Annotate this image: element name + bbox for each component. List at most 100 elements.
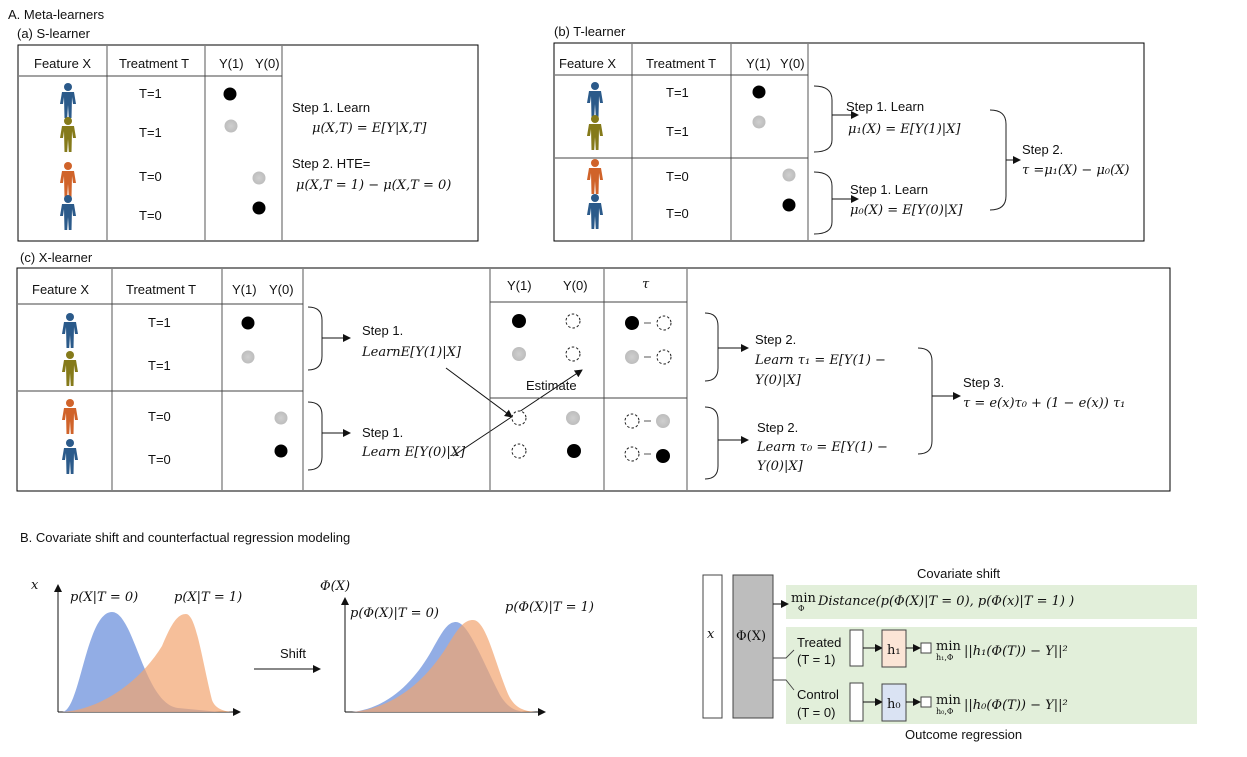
x-header-tau: τ xyxy=(642,277,650,292)
brace xyxy=(307,401,323,471)
x-t-value: T=0 xyxy=(148,452,171,467)
t-t-value: T=1 xyxy=(666,124,689,139)
t-header-treatment: Treatment T xyxy=(646,56,716,71)
x-estimate: Estimate xyxy=(526,378,577,393)
x-learner-label: (c) X-learner xyxy=(20,250,93,265)
brace xyxy=(813,171,833,235)
h1-loss: ||h₁(Φ(T)) − Y||² xyxy=(964,644,1068,659)
x-step1-b: Step 1. xyxy=(362,425,403,440)
phi-box-label: Φ(X) xyxy=(736,629,766,644)
outcome-regression-title: Outcome regression xyxy=(905,727,1022,742)
outcome-dot-gray xyxy=(752,115,766,129)
person-icon xyxy=(62,351,78,386)
b-p-phi-t1: p(Φ(X)|T = 1) xyxy=(505,600,594,615)
s-step2-eq: μ(X,T = 1) − μ(X,T = 0) xyxy=(296,178,451,193)
cov-min: min xyxy=(791,591,816,606)
brace xyxy=(307,306,323,371)
s-t-value: T=0 xyxy=(139,169,162,184)
t-header-feature: Feature X xyxy=(559,56,616,71)
x-t-value: T=0 xyxy=(148,409,171,424)
h1-min: min xyxy=(936,639,961,654)
s-t-value: T=1 xyxy=(139,86,162,101)
b-axis-x: x xyxy=(31,578,39,593)
s-header-y0: Y(0) xyxy=(255,56,280,71)
x-learn-y1: LearnE[Y(1)|X] xyxy=(361,345,462,360)
x-learn-tau0-tail: Y(0)|X] xyxy=(757,459,804,474)
brace xyxy=(704,406,719,480)
observed-dot xyxy=(274,444,288,458)
t-step2: Step 2. xyxy=(1022,142,1063,157)
t-step2-eq: τ =μ₁(X) − μ₀(X) xyxy=(1022,163,1130,178)
observed-dot xyxy=(567,444,581,458)
s-learner-label: (a) S-learner xyxy=(17,26,91,41)
outcome-dot-gray xyxy=(274,411,288,425)
x-step3-eq: τ = e(x)τ₀ + (1 − e(x)) τ₁ xyxy=(963,396,1125,411)
h1-min-sub: h₁,Φ xyxy=(936,653,954,662)
x-learn-tau1-tail: Y(0)|X] xyxy=(755,373,802,388)
person-icon xyxy=(60,162,76,197)
t-step1-eq1: μ₁(X) = E[Y(1)|X] xyxy=(848,122,961,137)
cov-min-sub: Φ xyxy=(798,604,805,613)
t-header-y1: Y(1) xyxy=(746,56,771,71)
dist-t0 xyxy=(62,612,220,712)
t-step1-b: Step 1. Learn xyxy=(850,182,928,197)
t-step1-a: Step 1. Learn xyxy=(846,99,924,114)
s-header-y1: Y(1) xyxy=(219,56,244,71)
person-icon xyxy=(587,82,603,117)
outcome-dot-gray xyxy=(566,411,580,425)
t-header-y0: Y(0) xyxy=(780,56,805,71)
person-icon xyxy=(60,117,76,152)
counterfactual-dot xyxy=(511,410,527,426)
observed-dot xyxy=(512,314,526,328)
b-p-phi-t0: p(Φ(X)|T = 0) xyxy=(350,606,439,621)
x-step1-a: Step 1. xyxy=(362,323,403,338)
h0-min: min xyxy=(936,693,961,708)
counterfactual-dot xyxy=(565,346,581,362)
x-learner-box xyxy=(16,267,1171,492)
counterfactual-dot xyxy=(565,313,581,329)
treated-layer xyxy=(849,629,864,667)
cov-eq: Distance(p(Φ(X)|T = 0), p(Φ(x)|T = 1) ) xyxy=(817,594,1074,609)
brace xyxy=(989,109,1007,211)
person-icon xyxy=(62,439,78,474)
t-learner-label: (b) T-learner xyxy=(554,24,626,39)
x-learn-tau0: Learn τ₀ = E[Y(1) − xyxy=(756,440,888,455)
x-header-y0-est: Y(0) xyxy=(563,278,588,293)
h1-label: h₁ xyxy=(887,643,901,658)
x-learn-y0: Learn E[Y(0)|X] xyxy=(361,445,466,460)
x-learn-tau1: Learn τ₁ = E[Y(1) − xyxy=(754,353,886,368)
observed-dot xyxy=(782,198,796,212)
x-t-value: T=1 xyxy=(148,315,171,330)
s-header-feature: Feature X xyxy=(34,56,91,71)
section-b-title: B. Covariate shift and counterfactual re… xyxy=(20,530,350,545)
input-x-label: x xyxy=(707,627,715,642)
section-a-title: A. Meta-learners xyxy=(8,7,105,22)
control-loss-node xyxy=(920,696,932,708)
s-step2: Step 2. HTE= xyxy=(292,156,370,171)
t-t-value: T=0 xyxy=(666,169,689,184)
input-x-box xyxy=(702,574,723,719)
s-t-value: T=1 xyxy=(139,125,162,140)
x-header-treatment: Treatment T xyxy=(126,282,196,297)
control-label: Control xyxy=(797,687,839,702)
covariate-shift-title: Covariate shift xyxy=(917,566,1000,581)
observed-dot xyxy=(223,87,237,101)
observed-dot xyxy=(241,316,255,330)
control-layer xyxy=(849,682,864,722)
observed-dot xyxy=(252,201,266,215)
s-t-value: T=0 xyxy=(139,208,162,223)
person-icon xyxy=(62,313,78,348)
dist-t1 xyxy=(62,614,232,712)
person-icon xyxy=(60,195,76,230)
person-icon xyxy=(62,399,78,434)
t-step1-eq0: μ₀(X) = E[Y(0)|X] xyxy=(850,203,963,218)
x-t-value: T=1 xyxy=(148,358,171,373)
treated-t-label: (T = 1) xyxy=(797,652,835,667)
x-step3: Step 3. xyxy=(963,375,1004,390)
dist-phi-t1 xyxy=(352,620,536,712)
outcome-dot-gray xyxy=(782,168,796,182)
x-header-y1-est: Y(1) xyxy=(507,278,532,293)
person-icon xyxy=(587,115,603,150)
x-header-y0: Y(0) xyxy=(269,282,294,297)
